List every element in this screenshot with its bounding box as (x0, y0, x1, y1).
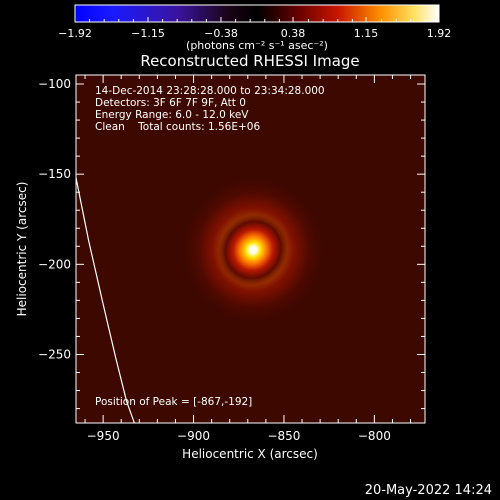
y-axis-label: Heliocentric Y (arcsec) (15, 182, 29, 317)
annotation-detectors: Detectors: 3F 6F 7F 9F, Att 0 (95, 97, 246, 109)
colorbar-ticks: −1.92 −1.15 −0.38 0.38 1.15 1.92 (58, 17, 451, 40)
colorbar-gradient (74, 4, 440, 23)
annotation-peak-position: Position of Peak = [-867,-192] (95, 396, 253, 408)
colorbar-unit-label: (photons cm⁻² s⁻¹ asec⁻²) (186, 39, 328, 52)
colorbar-tick-label: −0.38 (204, 27, 238, 40)
annotation-energy-range: Energy Range: 6.0 - 12.0 keV (95, 109, 249, 121)
y-axis: −100 −150 −200 −250 (38, 77, 425, 410)
colorbar-svg: −1.92 −1.15 −0.38 0.38 1.15 1.92 (photons cm⁻… (58, 4, 451, 52)
x-tick-label: −900 (177, 429, 210, 443)
colorbar-tick-label: 0.38 (281, 27, 306, 40)
plot-frame (75, 74, 426, 424)
x-tick-label: −800 (358, 429, 391, 443)
colorbar-tick-label: 1.15 (354, 27, 379, 40)
colorbar-tick-label: −1.15 (131, 27, 165, 40)
annotation-clean-counts: Clean Total counts: 1.56E+06 (95, 121, 261, 133)
x-tick-label: −850 (267, 429, 300, 443)
colorbar-tick-label: −1.92 (58, 27, 92, 40)
heatmap-source (218, 214, 288, 286)
chart-title: Reconstructed RHESSI Image (140, 52, 360, 70)
x-axis-label: Heliocentric X (arcsec) (182, 447, 318, 461)
y-tick-label: −150 (38, 167, 71, 181)
y-tick-label: −250 (38, 347, 71, 361)
x-axis: −950 −900 −850 −800 (84, 75, 412, 443)
annotation-time-range: 14-Dec-2014 23:28:28.000 to 23:34:28.000 (95, 85, 325, 97)
solar-limb-curve (76, 177, 136, 423)
colorbar-tick-label: 1.92 (427, 27, 452, 40)
footer-date: 20-May-2022 14:24 (364, 483, 492, 498)
x-tick-label: −950 (87, 429, 120, 443)
colorbar: −1.92 −1.15 −0.38 0.38 1.15 1.92 (photons cm⁻… (0, 0, 500, 60)
y-tick-label: −100 (38, 77, 71, 91)
y-tick-label: −200 (38, 257, 71, 271)
